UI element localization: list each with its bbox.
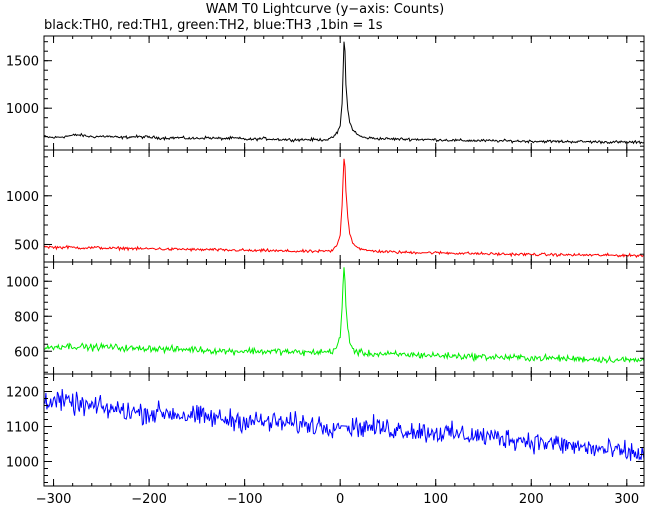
chart-title: WAM T0 Lightcurve (y−axis: Counts) bbox=[205, 2, 445, 17]
panel-th2: 600 800 1000 bbox=[6, 261, 645, 375]
y-tick-label: 1000 bbox=[6, 275, 39, 290]
x-tick-label: 0 bbox=[336, 492, 344, 505]
y-tick-label: 1000 bbox=[6, 456, 39, 471]
x-tick-label: −200 bbox=[131, 492, 167, 505]
chart-subtitle: black:TH0, red:TH1, green:TH2, blue:TH3 … bbox=[44, 18, 383, 33]
x-axis: −300 −200 −100 0 100 200 300 bbox=[36, 492, 640, 505]
y-tick-label: 600 bbox=[14, 345, 39, 360]
series-line-th2 bbox=[44, 267, 644, 364]
panel-frame bbox=[43, 261, 645, 375]
x-tick-label: −100 bbox=[227, 492, 263, 505]
series-line-th3 bbox=[44, 388, 644, 461]
x-tick-label: 200 bbox=[519, 492, 544, 505]
panel-th1: 500 1000 bbox=[6, 149, 645, 263]
y-tick-label: 1200 bbox=[6, 386, 39, 401]
panels-group: 1000 1500 500 1000 600 800 1000 1000 1100 1200 bbox=[6, 35, 645, 487]
panel-th0: 1000 1500 bbox=[6, 35, 645, 151]
y-tick-label: 1000 bbox=[6, 102, 39, 117]
x-tick-label: 300 bbox=[614, 492, 639, 505]
panel-th3: 1000 1100 1200 bbox=[6, 373, 645, 487]
y-tick-label: 1500 bbox=[6, 55, 39, 70]
series-line-th0 bbox=[44, 41, 644, 145]
panel-frame bbox=[43, 373, 645, 487]
series-line-th1 bbox=[44, 158, 644, 259]
x-tick-label: −300 bbox=[36, 492, 72, 505]
y-tick-label: 800 bbox=[14, 310, 39, 325]
y-tick-label: 1000 bbox=[6, 190, 39, 205]
x-tick-label: 100 bbox=[423, 492, 448, 505]
y-tick-label: 1100 bbox=[6, 421, 39, 436]
y-tick-label: 500 bbox=[14, 238, 39, 253]
